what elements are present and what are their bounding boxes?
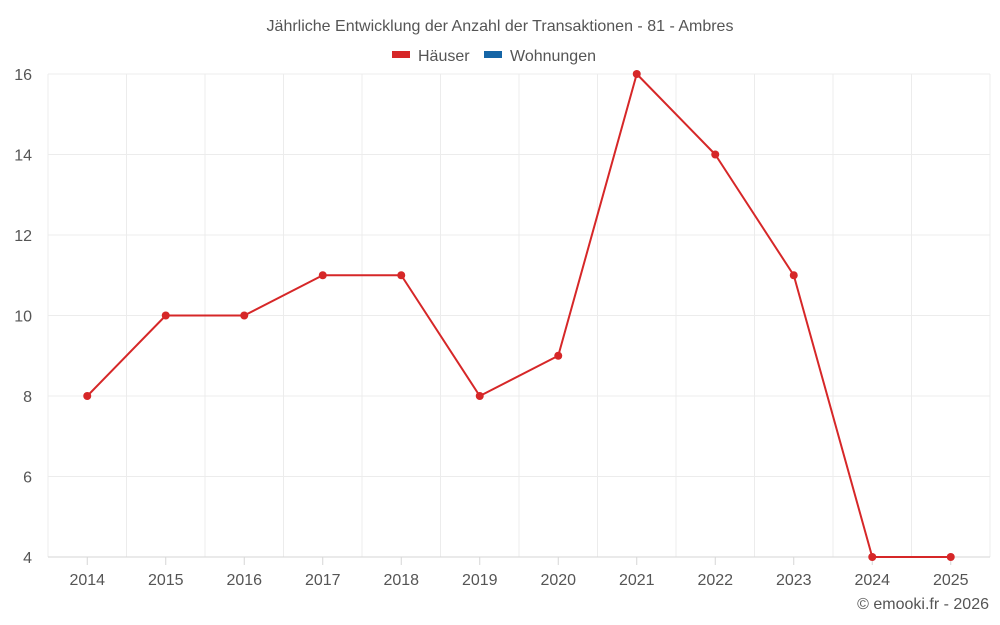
- x-tick-label: 2023: [776, 572, 812, 589]
- legend-item-haeuser[interactable]: Häuser: [392, 48, 470, 65]
- x-tick-label: 2014: [69, 572, 105, 589]
- x-tick-label: 2022: [697, 572, 733, 589]
- legend-label-haeuser: Häuser: [418, 48, 470, 65]
- legend-swatch-wohnungen: [484, 51, 502, 58]
- legend-item-wohnungen[interactable]: Wohnungen: [484, 48, 596, 65]
- data-point[interactable]: [711, 150, 720, 159]
- x-tick-label: 2015: [148, 572, 184, 589]
- series-line: [86, 73, 951, 558]
- x-tick-label: 2025: [933, 572, 969, 589]
- x-tick-label: 2018: [383, 572, 419, 589]
- data-point[interactable]: [475, 392, 484, 400]
- x-tick-label: 2024: [854, 572, 890, 589]
- x-tick-label: 2020: [540, 572, 576, 589]
- series-haeuser: [83, 70, 955, 561]
- data-point[interactable]: [397, 271, 406, 280]
- data-point[interactable]: [318, 271, 327, 280]
- data-point[interactable]: [240, 311, 249, 320]
- x-tick-label: 2016: [226, 572, 262, 589]
- axes: 4 6 8 10 12 14 16 2014 2015 2016 2017 2018 2019 2020 2…: [14, 67, 990, 589]
- grid: [47, 73, 991, 557]
- data-point[interactable]: [161, 311, 170, 320]
- y-tick-label: 14: [14, 148, 32, 165]
- legend-label-wohnungen: Wohnungen: [510, 48, 596, 65]
- y-tick-label: 10: [14, 309, 32, 326]
- x-tick-label: 2021: [619, 572, 655, 589]
- chart-legend: Häuser Wohnungen: [392, 48, 596, 65]
- chart-title: Jährliche Entwicklung der Anzahl der Tra…: [267, 18, 734, 35]
- credit-text: © emooki.fr - 2026: [857, 596, 989, 613]
- data-point[interactable]: [868, 553, 877, 561]
- y-tick-label: 16: [14, 67, 32, 84]
- y-tick-label: 4: [23, 550, 32, 567]
- x-tick-label: 2019: [462, 572, 498, 589]
- data-point[interactable]: [946, 553, 955, 561]
- y-tick-label: 12: [14, 228, 32, 245]
- legend-swatch-haeuser: [392, 51, 410, 58]
- x-tick-label: 2017: [305, 572, 341, 589]
- data-point[interactable]: [554, 351, 563, 360]
- data-point[interactable]: [632, 70, 641, 78]
- data-point[interactable]: [789, 271, 798, 280]
- y-tick-label: 6: [23, 470, 32, 487]
- data-point[interactable]: [83, 392, 92, 400]
- y-tick-label: 8: [23, 389, 32, 406]
